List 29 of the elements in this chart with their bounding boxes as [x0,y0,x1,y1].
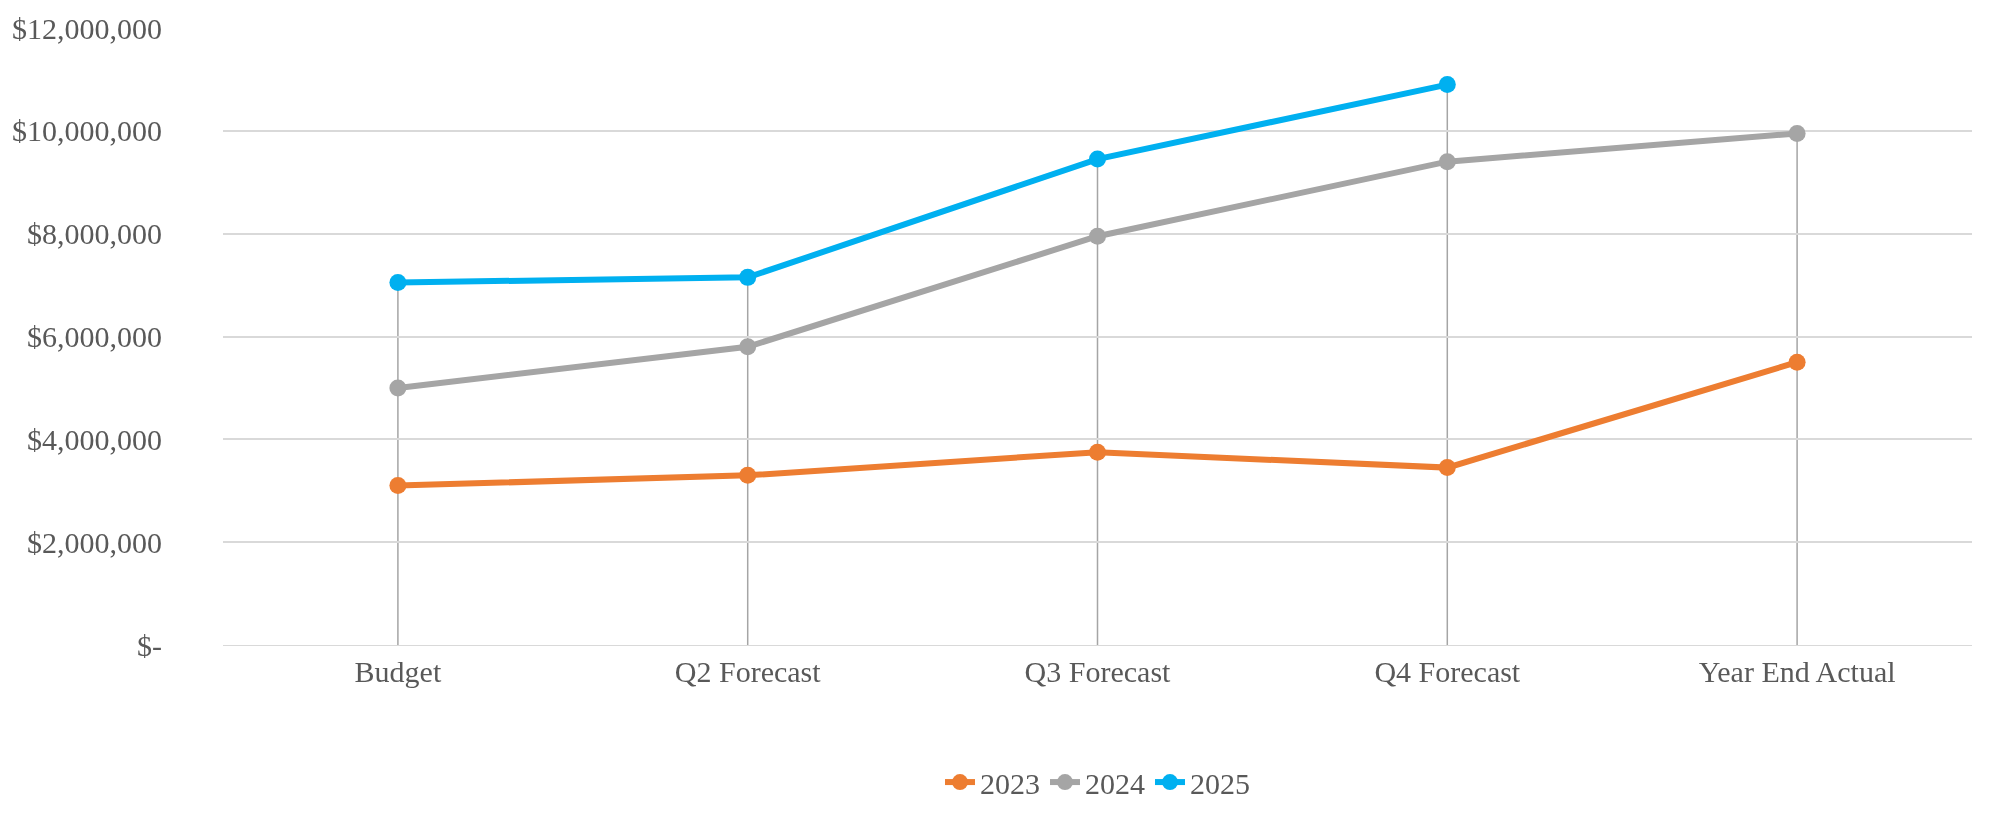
legend-label: 2023 [980,766,1040,800]
point [1089,443,1106,461]
point [1438,459,1456,477]
x-tick-label: Q4 Forecast [1374,655,1521,688]
point [1788,353,1806,371]
y-tick-label: $2,000,000 [27,525,162,559]
point [739,338,757,356]
point [1788,124,1806,142]
point [1438,153,1456,171]
y-tick-label: $10,000,000 [12,114,162,148]
point [1438,76,1456,94]
point [389,274,407,291]
point [739,466,757,484]
x-tick-label: Year End Actual [1698,655,1896,688]
y-tick-label: $6,000,000 [27,320,162,353]
point [389,477,407,495]
y-tick-label: $8,000,000 [27,217,162,251]
y-tick-label: $4,000,000 [27,422,162,456]
legend-label: 2025 [1190,766,1250,800]
legend-label: 2024 [1085,766,1145,800]
x-tick-label: Q3 Forecast [1024,655,1172,688]
point [389,379,407,397]
point [739,268,757,286]
point [1089,150,1106,168]
point [1089,227,1106,245]
y-tick-label: $12,000,000 [12,11,162,45]
x-tick-label: Q2 Forecast [674,655,822,688]
x-tick-label: Budget [354,655,442,688]
y-tick-label: $- [137,628,162,662]
